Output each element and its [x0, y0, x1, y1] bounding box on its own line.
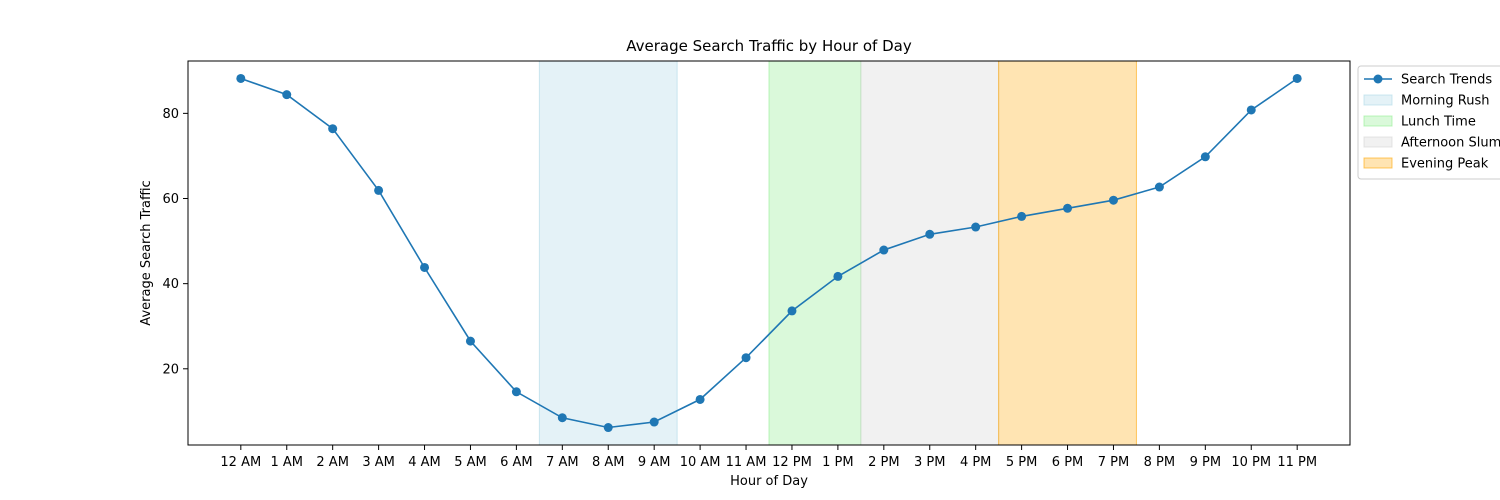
x-tick-label: 1 PM: [822, 455, 853, 470]
chart-title: Average Search Traffic by Hour of Day: [626, 37, 912, 55]
x-tick-label: 2 PM: [868, 455, 899, 470]
x-tick-label: 9 PM: [1190, 455, 1221, 470]
y-axis-label: Average Search Traffic: [139, 180, 154, 325]
x-tick-label: 11 PM: [1277, 455, 1317, 470]
y-tick-label: 60: [162, 192, 179, 207]
series-layer: [236, 73, 1302, 433]
x-tick-label: 11 AM: [726, 455, 767, 470]
x-tick-label: 10 PM: [1231, 455, 1271, 470]
legend-box: [1357, 65, 1500, 180]
x-tick-label: 4 PM: [960, 455, 991, 470]
data-point: [282, 90, 292, 100]
shaded-regions: [538, 60, 1137, 446]
data-point: [465, 336, 475, 346]
x-tick-label: 2 AM: [316, 455, 349, 470]
y-tick-label: 80: [162, 107, 179, 122]
data-point: [1200, 152, 1210, 162]
data-point: [328, 124, 338, 134]
x-tick-label: 6 AM: [500, 455, 533, 470]
x-tick-label: 7 AM: [546, 455, 579, 470]
shaded-region-morning-rush: [538, 60, 678, 446]
data-point: [236, 73, 246, 83]
data-point: [557, 413, 567, 423]
legend-label: Afternoon Slump: [1401, 136, 1500, 151]
x-tick-label: 10 AM: [680, 455, 721, 470]
x-tick-label: 3 AM: [362, 455, 395, 470]
x-tick-label: 5 PM: [1006, 455, 1037, 470]
data-point: [603, 423, 613, 433]
data-point: [925, 229, 935, 239]
legend-patch: [1363, 157, 1393, 169]
series-line: [240, 77, 1298, 429]
x-tick-label: 1 AM: [270, 455, 303, 470]
data-point: [741, 353, 751, 363]
x-tick-label: 4 AM: [408, 455, 441, 470]
x-tick-label: 12 PM: [772, 455, 812, 470]
x-tick-label: 12 AM: [220, 455, 261, 470]
data-point: [971, 222, 981, 232]
y-axis-ticks: 20 40 60 80: [162, 107, 188, 377]
shaded-region-evening-peak: [998, 60, 1137, 446]
data-point: [1154, 182, 1164, 192]
plot-frame: [187, 60, 1351, 446]
data-point: [1246, 105, 1256, 115]
data-point: [374, 185, 384, 195]
legend: Search Trends Morning Rush Lunch Time After…: [1357, 65, 1500, 180]
x-tick-label: 9 AM: [638, 455, 671, 470]
legend-patch: [1363, 136, 1393, 148]
x-tick-label: 6 PM: [1052, 455, 1083, 470]
x-axis-ticks: 12 AM 1 AM 2 AM 3 AM 4 AM 5 AM 6 AM 7 AM 8 AM 9 A…: [220, 445, 1317, 470]
legend-marker: [1373, 74, 1383, 84]
data-point: [1108, 195, 1118, 205]
legend-label: Lunch Time: [1401, 115, 1476, 130]
data-point: [649, 417, 659, 427]
data-point: [1063, 203, 1073, 213]
legend-label: Search Trends: [1401, 73, 1492, 88]
y-tick-label: 20: [162, 362, 179, 377]
shaded-region-lunch-time: [768, 60, 862, 446]
data-point: [695, 394, 705, 404]
x-tick-label: 3 PM: [914, 455, 945, 470]
data-point: [787, 306, 797, 316]
y-tick-label: 40: [162, 277, 179, 292]
legend-label: Evening Peak: [1401, 157, 1489, 172]
legend-patch: [1363, 115, 1393, 127]
x-tick-label: 8 AM: [592, 455, 625, 470]
data-point: [1017, 211, 1027, 221]
data-point: [420, 262, 430, 272]
data-point: [879, 245, 889, 255]
data-point: [833, 271, 843, 281]
legend-label: Morning Rush: [1401, 94, 1489, 109]
legend-patch: [1363, 94, 1393, 106]
data-point: [511, 387, 521, 397]
x-tick-label: 7 PM: [1098, 455, 1129, 470]
x-tick-label: 8 PM: [1144, 455, 1175, 470]
x-tick-label: 5 AM: [454, 455, 487, 470]
x-axis-label: Hour of Day: [730, 474, 808, 489]
data-point: [1292, 73, 1302, 83]
